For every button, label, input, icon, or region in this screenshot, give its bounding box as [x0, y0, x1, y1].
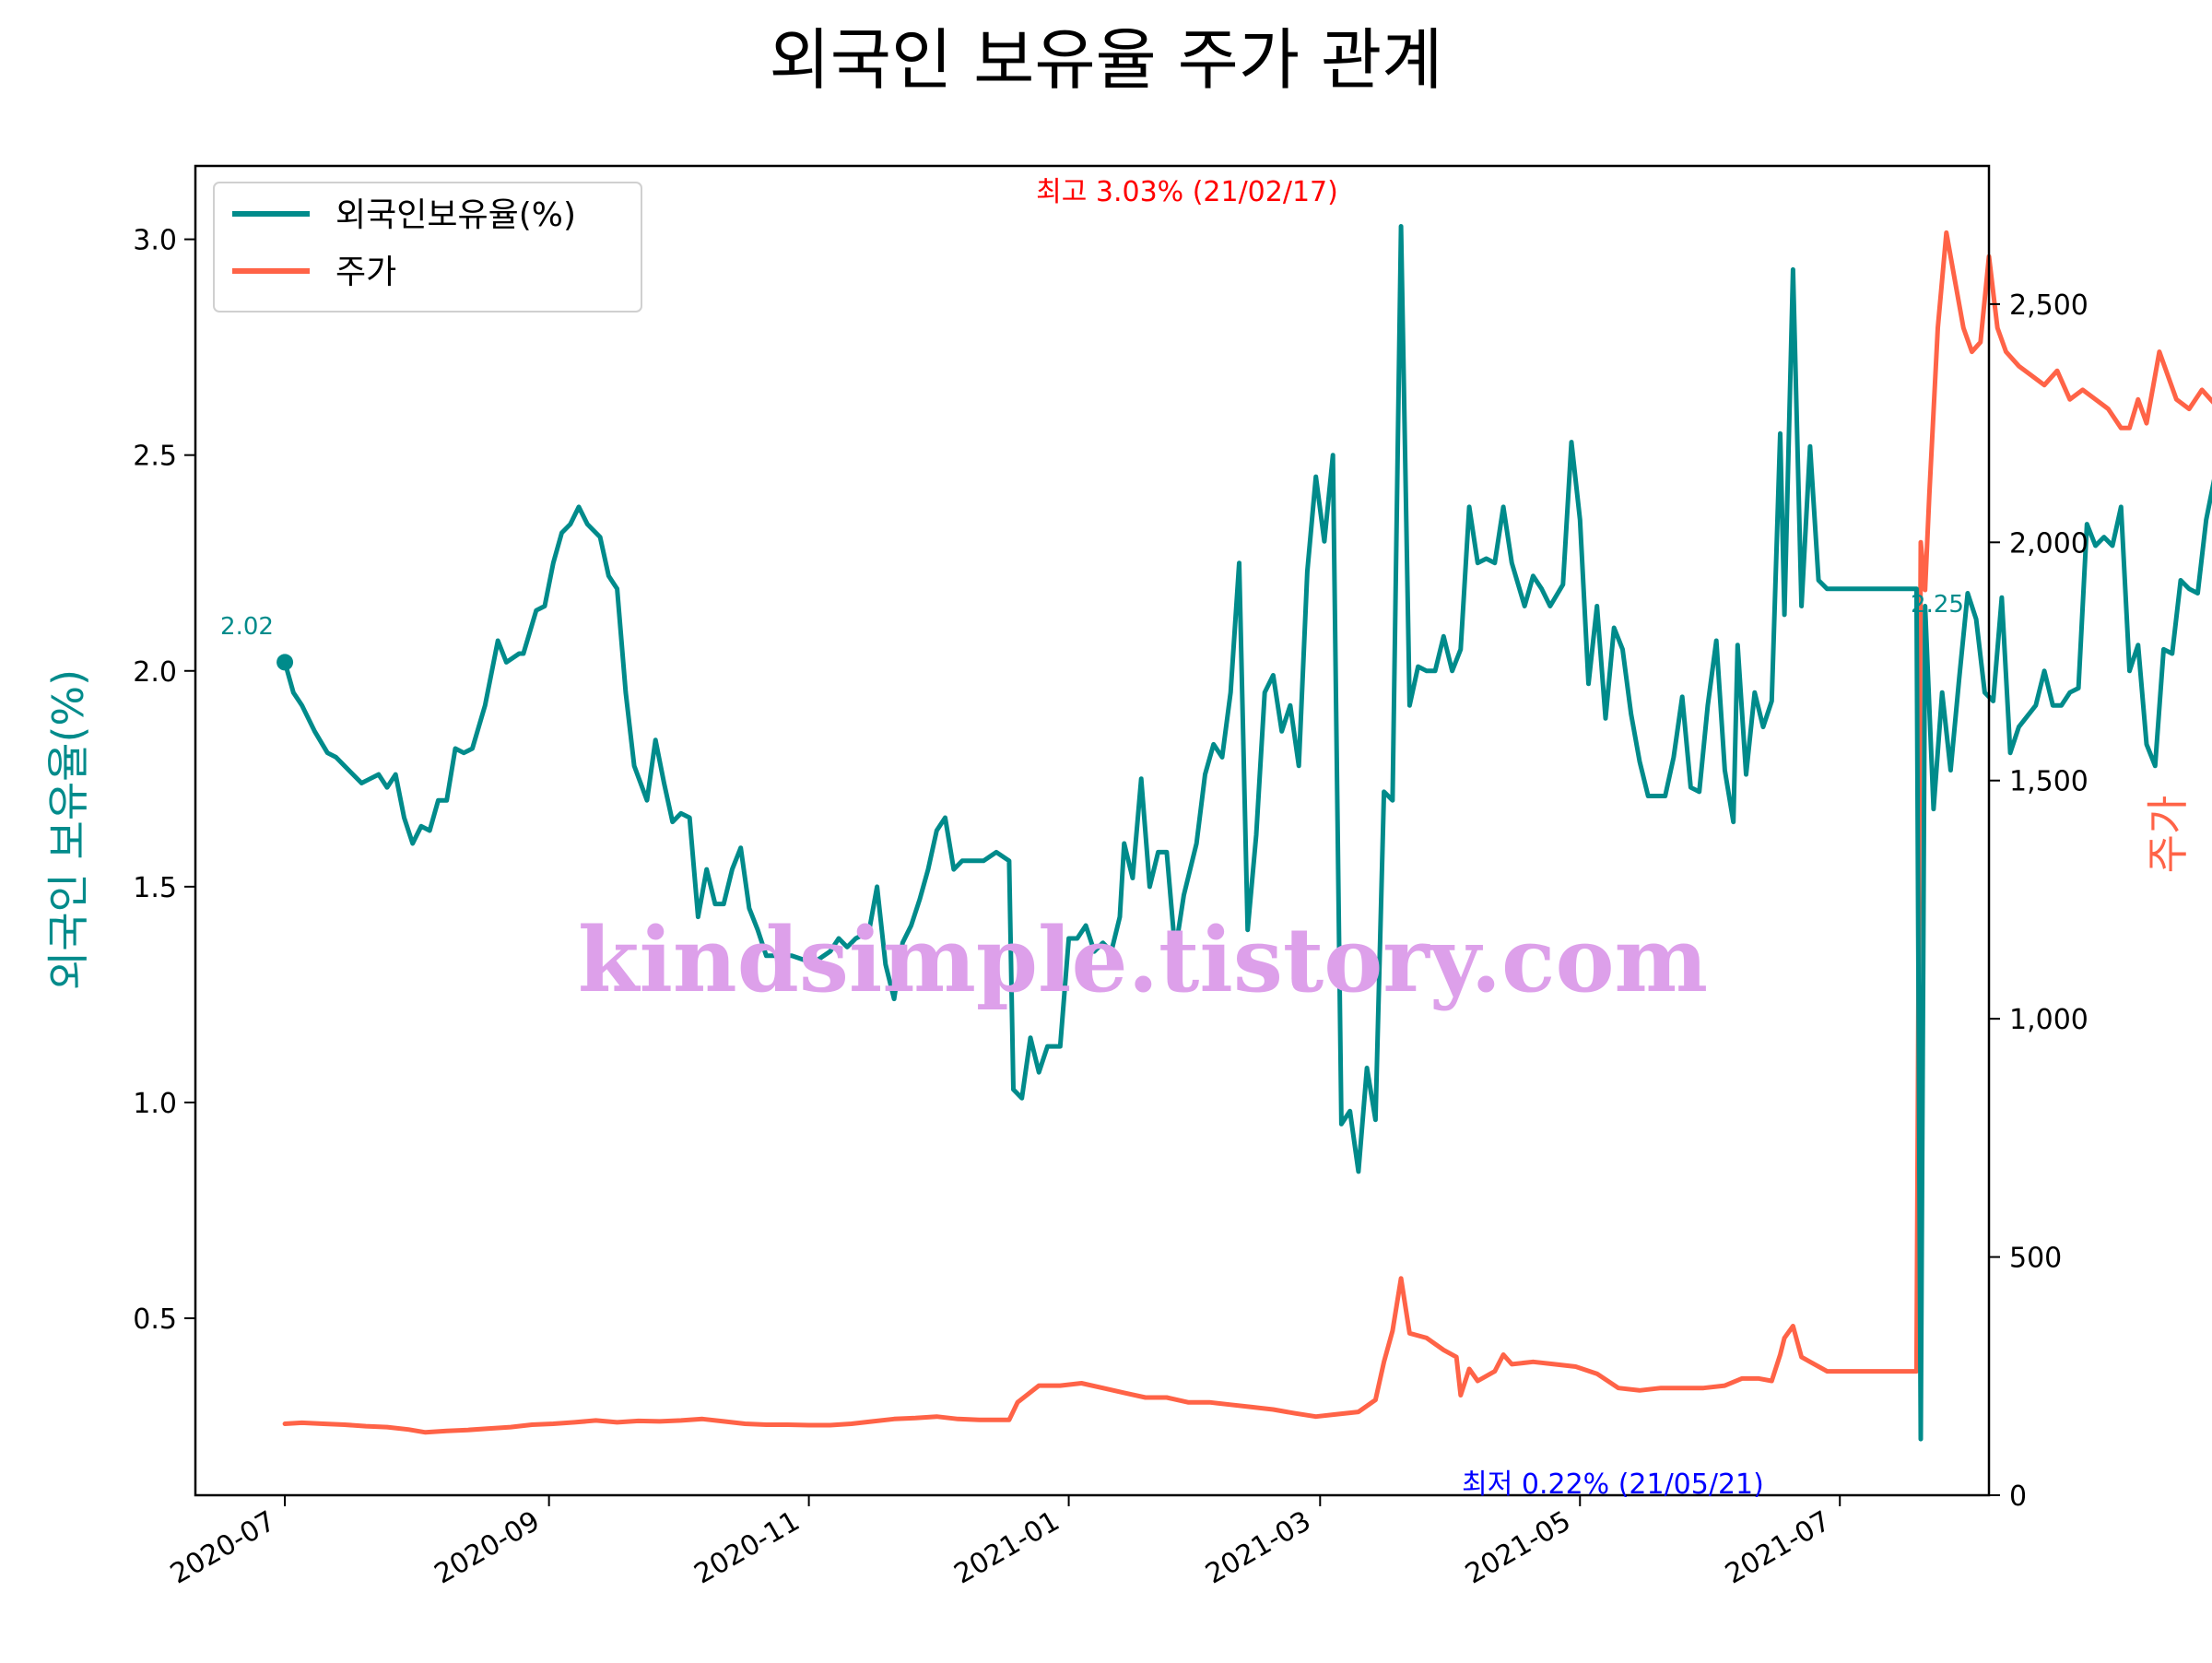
y-left-tick-label: 1.0 [133, 1088, 177, 1120]
y-left-axis-label: 외국인 보유율(%) [43, 669, 93, 990]
y-left-tick-label: 2.0 [133, 656, 177, 689]
y-right-tick-label: 1,500 [2009, 766, 2088, 798]
y-right-tick-label: 500 [2009, 1243, 2062, 1275]
y-right-axis-label: 주가 [2143, 796, 2193, 874]
y-right-tick-label: 2,500 [2009, 289, 2088, 322]
plot-frame [194, 164, 1991, 1497]
annotation-start-value: 2.02 [220, 613, 274, 641]
y-left-tick-label: 3.0 [133, 225, 177, 257]
annotation-min: 최저 0.22% (21/05/21) [1462, 1468, 1764, 1501]
watermark: kindsimple.tistory.com [578, 908, 1708, 1012]
chart-title: 외국인 보유율 주가 관계 [769, 21, 1442, 99]
y-right-tick-label: 0 [2009, 1480, 2027, 1513]
y-left-tick-label: 0.5 [133, 1303, 177, 1336]
y-left-tick-label: 2.5 [133, 441, 177, 473]
legend: 외국인보유율(%) 주가 [213, 182, 642, 313]
annotation-max: 최고 3.03% (21/02/17) [1036, 176, 1338, 208]
legend-label-ownership: 외국인보유율(%) [335, 196, 576, 234]
annotation-end-value: 2.25 [1911, 591, 1964, 619]
y-right-tick-label: 2,000 [2009, 527, 2088, 560]
series-line-ownership [282, 224, 2212, 1442]
legend-label-price: 주가 [335, 254, 396, 291]
series-line-price [282, 230, 2212, 1435]
y-right-tick-label: 1,000 [2009, 1004, 2088, 1036]
y-left-tick-label: 1.5 [133, 872, 177, 904]
marker-start-point [276, 654, 294, 671]
legend-box [213, 182, 642, 313]
